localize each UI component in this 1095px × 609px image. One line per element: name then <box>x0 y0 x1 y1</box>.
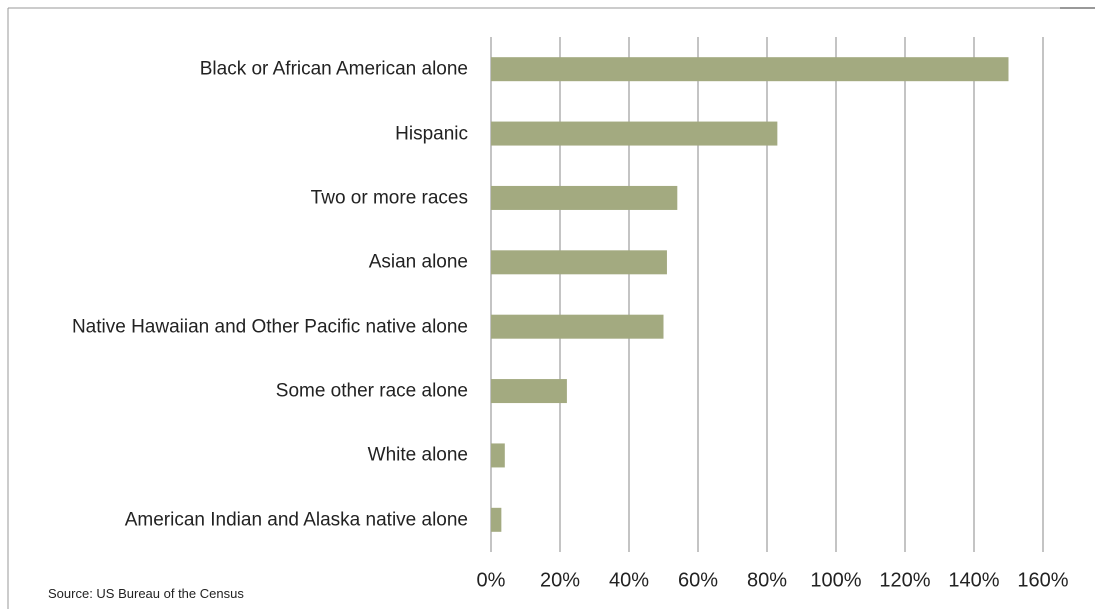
x-tick-label: 100% <box>810 569 861 591</box>
bar <box>491 314 664 339</box>
x-tick-label: 160% <box>1017 569 1068 591</box>
x-tick-label: 60% <box>678 569 718 591</box>
category-label: White alone <box>367 444 468 466</box>
category-label: Hispanic <box>395 123 468 145</box>
x-tick-label: 40% <box>609 569 649 591</box>
category-label: Asian alone <box>368 251 468 273</box>
x-tick-label: 0% <box>477 569 506 591</box>
category-label: Two or more races <box>310 187 468 209</box>
bar <box>491 121 778 146</box>
bar <box>491 379 567 404</box>
bar <box>491 443 505 468</box>
source-note: Source: US Bureau of the Census <box>48 586 244 601</box>
x-tick-label: 80% <box>747 569 787 591</box>
category-label: Some other race alone <box>275 380 468 402</box>
category-label: American Indian and Alaska native alone <box>124 509 468 531</box>
x-tick-label: 140% <box>948 569 999 591</box>
x-tick-label: 120% <box>879 569 930 591</box>
category-label: Black or African American alone <box>199 58 468 80</box>
x-tick-label: 20% <box>540 569 580 591</box>
bar <box>491 507 502 532</box>
bar <box>491 250 667 275</box>
bar <box>491 185 678 210</box>
bar <box>491 57 1009 82</box>
category-label: Native Hawaiian and Other Pacific native… <box>71 316 468 338</box>
